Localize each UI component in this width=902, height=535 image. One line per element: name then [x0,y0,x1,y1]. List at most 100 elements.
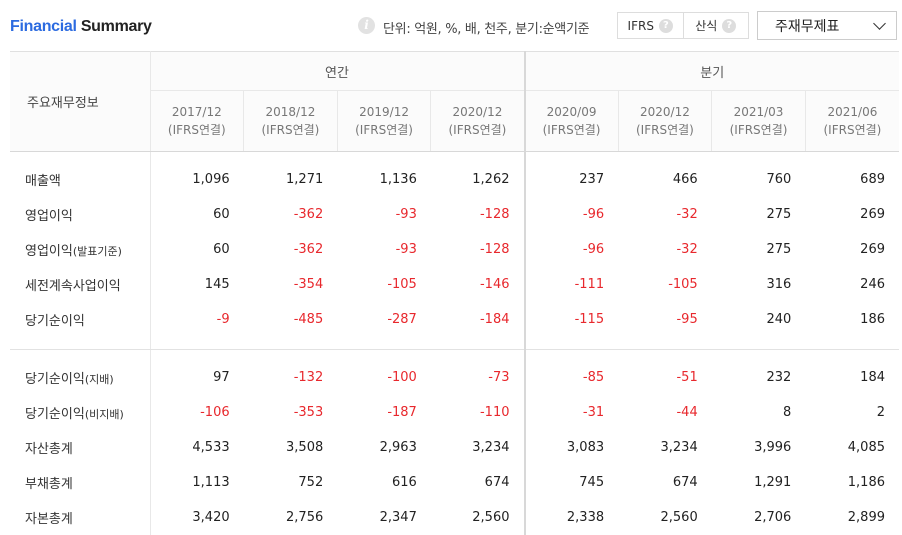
value-cell: 745 [525,465,619,500]
statement-select-value: 주재무제표 [775,16,839,36]
value-cell: 1,113 [150,465,244,500]
row-label: 매출액 [10,162,150,197]
row-label: 영업이익 [10,197,150,232]
value-cell: 2,756 [244,500,338,535]
value-cell: -93 [337,232,431,267]
value-cell: 3,996 [712,430,806,465]
row-label-text: 영업이익 [25,244,73,259]
annual-group-header: 연간 [150,52,524,91]
value-cell: -132 [244,360,338,395]
value-cell: 4,533 [150,430,244,465]
value-cell: -128 [431,197,525,232]
basis-label: (IFRS연결) [152,121,243,139]
value-cell: 2 [805,395,899,430]
value-cell: 1,136 [337,162,431,197]
value-cell: 3,420 [150,500,244,535]
summary-header: Financial Summary i 단위: 억원, %, 배, 천주, 분기… [0,0,902,52]
value-cell: 2,347 [337,500,431,535]
row-label-text: 세전계속사업이익 [25,279,121,294]
value-cell: -93 [337,197,431,232]
period-header: 2021/03(IFRS연결) [712,91,806,152]
period-header: 2020/12(IFRS연결) [618,91,712,152]
formula-help-icon[interactable]: ? [722,19,736,33]
period-header: 2018/12(IFRS연결) [244,91,338,152]
value-cell: -184 [431,302,525,337]
value-cell: -32 [618,232,712,267]
value-cell: -485 [244,302,338,337]
row-label-text: 당기순이익 [25,314,85,329]
value-cell: -110 [431,395,525,430]
value-cell: 237 [525,162,619,197]
formula-option[interactable]: 산식 ? [683,13,749,38]
value-cell: 97 [150,360,244,395]
value-cell: -96 [525,232,619,267]
row-spacer [10,337,899,350]
ifrs-help-icon[interactable]: ? [659,19,673,33]
row-label-text: 자산총계 [25,442,73,457]
value-cell: 3,234 [431,430,525,465]
value-cell: -105 [618,267,712,302]
value-cell: 2,899 [805,500,899,535]
value-cell: 2,560 [618,500,712,535]
value-cell: 269 [805,232,899,267]
row-spacer [10,152,899,163]
value-cell: 60 [150,232,244,267]
value-cell: -31 [525,395,619,430]
value-cell: 316 [712,267,806,302]
info-icon[interactable]: i [358,17,375,34]
period-header: 2020/12(IFRS연결) [431,91,525,152]
value-cell: 8 [712,395,806,430]
financial-summary-table: 주요재무정보 연간 분기 2017/12(IFRS연결)2018/12(IFRS… [10,51,899,535]
statement-select[interactable]: 주재무제표 [757,11,897,40]
quarterly-group-header: 분기 [525,52,900,91]
period-label: 2021/03 [713,103,804,121]
value-cell: 466 [618,162,712,197]
value-cell: -111 [525,267,619,302]
row-header: 주요재무정보 [10,52,150,152]
value-cell: 269 [805,197,899,232]
basis-toggle: IFRS ? 산식 ? [617,12,749,39]
value-cell: -51 [618,360,712,395]
row-label: 당기순이익 [10,302,150,337]
value-cell: 232 [712,360,806,395]
value-cell: 2,338 [525,500,619,535]
row-label: 자산총계 [10,430,150,465]
value-cell: -85 [525,360,619,395]
ifrs-option[interactable]: IFRS ? [618,13,683,38]
period-header: 2017/12(IFRS연결) [150,91,244,152]
period-label: 2019/12 [339,103,430,121]
value-cell: 1,186 [805,465,899,500]
row-label: 세전계속사업이익 [10,267,150,302]
row-label-text: 당기순이익 [25,407,85,422]
value-cell: 145 [150,267,244,302]
value-cell: 184 [805,360,899,395]
value-cell: 186 [805,302,899,337]
value-cell: 760 [712,162,806,197]
period-label: 2017/12 [152,103,243,121]
title-summary: Summary [81,18,152,35]
value-cell: -95 [618,302,712,337]
basis-label: (IFRS연결) [339,121,430,139]
value-cell: 3,083 [525,430,619,465]
value-cell: -362 [244,232,338,267]
value-cell: 2,706 [712,500,806,535]
formula-label: 산식 [695,17,717,34]
value-cell: 674 [618,465,712,500]
basis-label: (IFRS연결) [432,121,522,139]
value-cell: 674 [431,465,525,500]
value-cell: -115 [525,302,619,337]
row-label: 당기순이익(지배) [10,360,150,395]
ifrs-label: IFRS [628,19,654,33]
row-spacer [10,350,899,361]
row-label-suffix: (지배) [85,373,114,386]
value-cell: 1,291 [712,465,806,500]
basis-label: (IFRS연결) [527,121,617,139]
value-cell: 3,234 [618,430,712,465]
period-label: 2021/06 [807,103,898,121]
